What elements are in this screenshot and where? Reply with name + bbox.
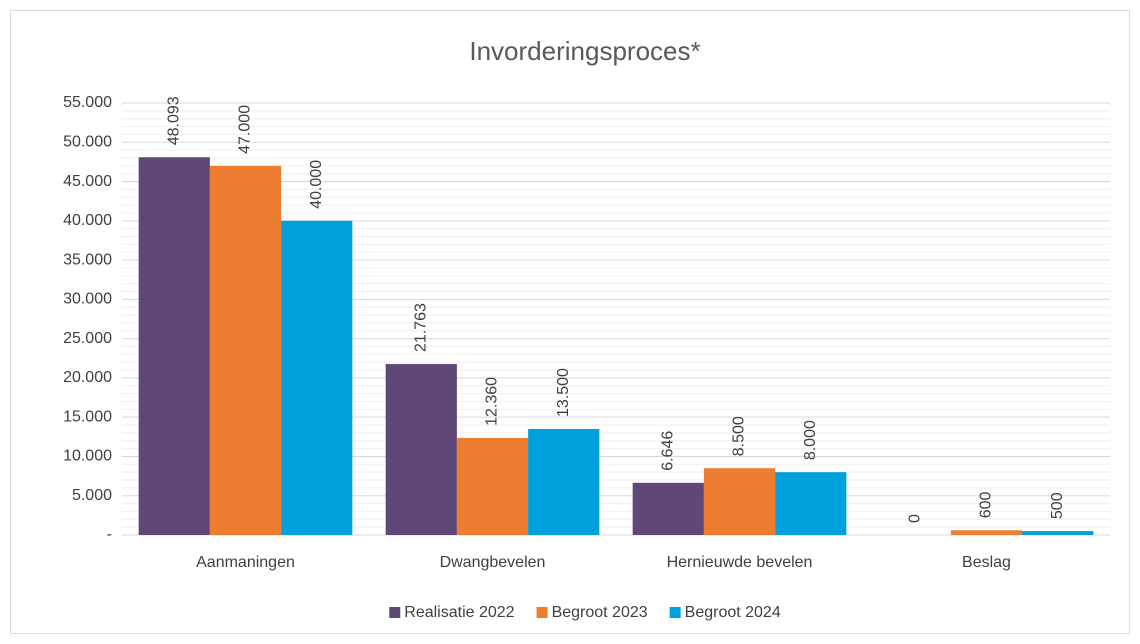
value-label: 8.000 [802, 420, 819, 460]
value-label: 0 [907, 514, 924, 523]
y-tick-label: 30.000 [63, 291, 112, 308]
bar [385, 364, 457, 535]
x-tick-label: Aanmaningen [196, 554, 295, 571]
value-label: 47.000 [237, 105, 254, 154]
bar [1022, 531, 1094, 535]
bar [775, 472, 847, 535]
y-tick-label: 10.000 [63, 448, 112, 465]
bar [950, 530, 1023, 535]
value-label: 13.500 [555, 368, 572, 417]
x-tick-label: Dwangbevelen [440, 554, 546, 571]
y-tick-label: 50.000 [63, 133, 112, 150]
bar [456, 437, 529, 535]
bar [281, 220, 353, 535]
bar [632, 482, 704, 535]
x-tick-label: Beslag [962, 554, 1011, 571]
value-label: 12.360 [484, 377, 501, 426]
value-label: 500 [1049, 492, 1066, 519]
bar [528, 428, 600, 535]
y-tick-label: 20.000 [63, 369, 112, 386]
value-label: 6.646 [660, 431, 677, 471]
y-tick-label: 5.000 [72, 487, 112, 504]
legend-label: Begroot 2024 [685, 604, 781, 621]
value-label: 48.093 [166, 96, 183, 145]
legend-swatch [389, 607, 401, 618]
bar [138, 157, 210, 535]
chart-title: Invorderingsproces* [469, 36, 700, 66]
y-tick-label: 45.000 [63, 173, 112, 190]
y-tick-label: 55.000 [63, 94, 112, 111]
y-tick-label: 40.000 [63, 212, 112, 229]
bar [209, 165, 282, 535]
legend-swatch [669, 607, 681, 618]
value-label: 40.000 [308, 160, 325, 209]
bar [703, 468, 776, 535]
y-tick-label: - [107, 526, 112, 543]
x-tick-label: Hernieuwde bevelen [667, 554, 813, 571]
y-tick-label: 25.000 [63, 330, 112, 347]
value-label: 600 [978, 491, 995, 518]
legend-label: Realisatie 2022 [404, 604, 514, 621]
value-label: 21.763 [413, 303, 430, 352]
legend-swatch [536, 607, 548, 618]
value-label: 8.500 [731, 416, 748, 456]
legend-label: Begroot 2023 [552, 604, 648, 621]
y-tick-label: 15.000 [63, 408, 112, 425]
y-tick-label: 35.000 [63, 251, 112, 268]
